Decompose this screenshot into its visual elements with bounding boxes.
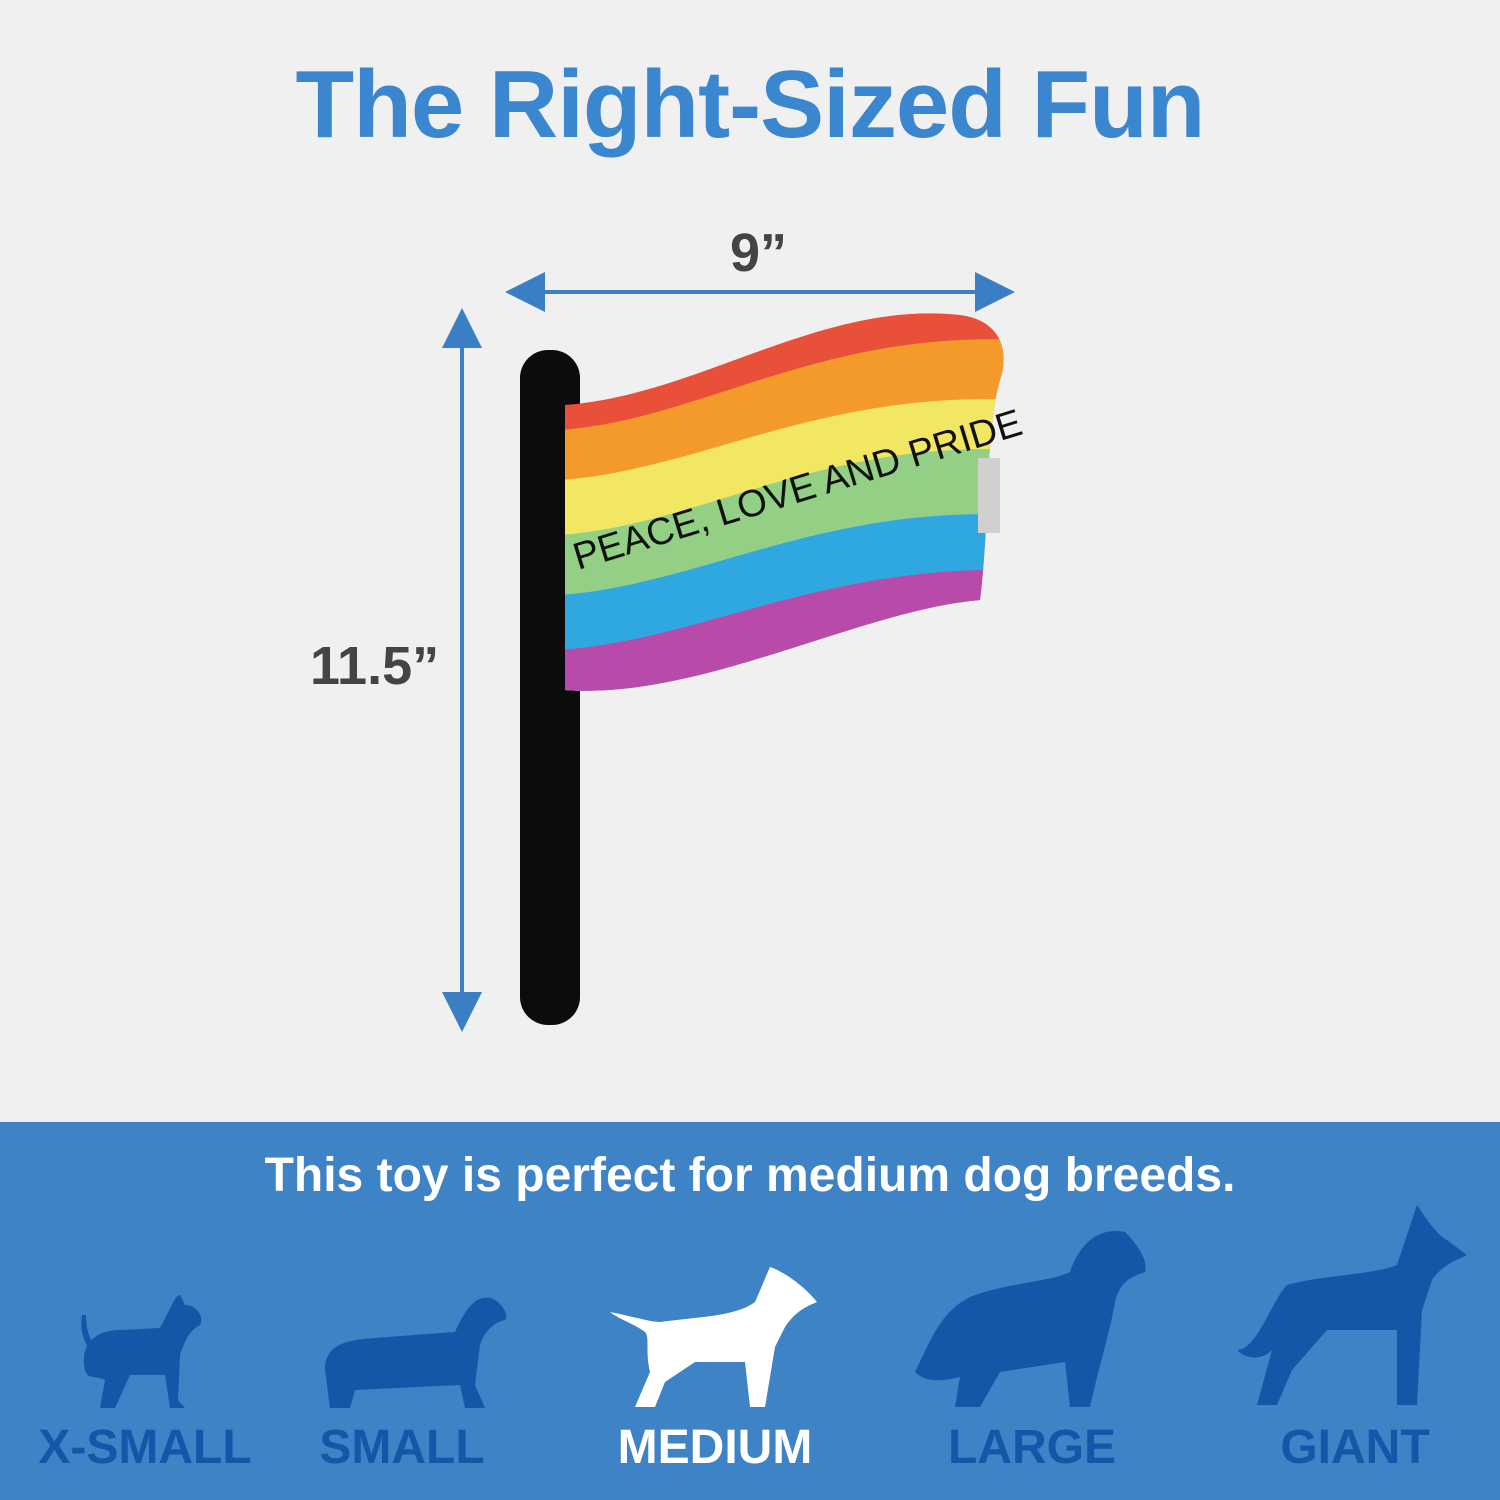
giant-dog-icon: [1237, 1205, 1467, 1405]
size-giant: GIANT: [1280, 1421, 1430, 1474]
medium-dog-icon: [610, 1267, 817, 1407]
product-illustration: PEACE, LOVE AND PRIDE: [442, 272, 1027, 1032]
size-medium: MEDIUM: [617, 1421, 813, 1474]
large-dog-icon: [915, 1231, 1146, 1407]
tag: [978, 458, 1000, 533]
x-small-dog-icon: [81, 1295, 202, 1408]
size-x-small: X-SMALL: [38, 1421, 252, 1474]
flag-toy: PEACE, LOVE AND PRIDE: [520, 313, 1027, 1025]
size-small: SMALL: [319, 1421, 485, 1474]
width-dimension: 9”: [730, 223, 788, 283]
tagline: This toy is perfect for medium dog breed…: [264, 1149, 1236, 1202]
page-title: The Right-Sized Fun: [295, 51, 1206, 158]
size-large: LARGE: [948, 1421, 1116, 1474]
small-dog-icon: [325, 1297, 507, 1408]
height-dimension: 11.5”: [310, 636, 440, 696]
